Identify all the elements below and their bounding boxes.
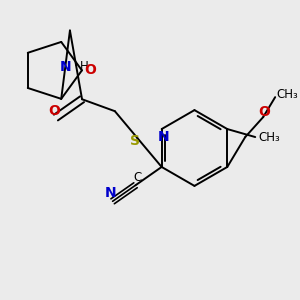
Text: O: O <box>84 63 96 77</box>
Text: H: H <box>80 60 88 74</box>
Text: N: N <box>158 130 170 144</box>
Text: S: S <box>130 134 140 148</box>
Text: N: N <box>60 60 72 74</box>
Text: CH₃: CH₃ <box>276 88 298 101</box>
Text: N: N <box>105 186 116 200</box>
Text: CH₃: CH₃ <box>258 130 280 143</box>
Text: O: O <box>258 105 270 119</box>
Text: C: C <box>134 171 142 184</box>
Text: O: O <box>48 103 60 118</box>
